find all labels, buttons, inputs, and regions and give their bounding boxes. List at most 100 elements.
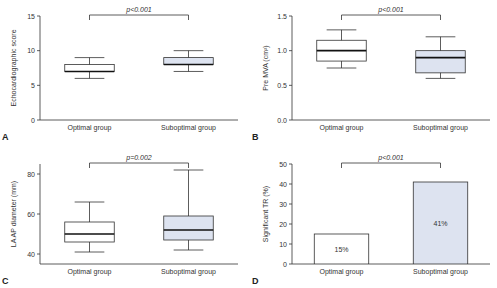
y-tick: [37, 174, 40, 175]
bar: [413, 182, 467, 264]
x-axis: [292, 120, 490, 121]
y-tick: [289, 50, 292, 51]
median: [65, 71, 115, 73]
y-axis: [292, 164, 293, 264]
p-value: p<0.001: [377, 6, 404, 14]
whisker-cap: [174, 250, 204, 251]
x-tick-label: Suboptimal group: [413, 124, 468, 132]
whisker-cap: [426, 36, 456, 37]
panel-label: D: [252, 276, 259, 286]
y-label: Pre MVA (cm²): [262, 45, 270, 90]
data-label: 41%: [433, 220, 447, 227]
whisker-cap: [426, 78, 456, 79]
whisker-cap: [75, 252, 105, 253]
y-tick-label: 15: [27, 13, 35, 20]
box: [164, 58, 214, 65]
y-tick-label: 1.5: [277, 13, 287, 20]
y-label: Echocardiographic score: [10, 29, 18, 106]
whisker-cap: [327, 68, 357, 69]
y-tick-label: 0.5: [277, 82, 287, 89]
x-tick-label: Suboptimal group: [161, 124, 216, 132]
p-value: p<0.001: [377, 154, 404, 162]
significance-bracket: [342, 163, 441, 168]
y-tick-label: 20: [279, 221, 287, 228]
y-tick: [289, 264, 292, 265]
y-tick-label: 40: [279, 181, 287, 188]
box: [164, 216, 214, 240]
panel-label: B: [252, 132, 259, 142]
y-tick-label: 0.0: [277, 117, 287, 124]
y-tick-label: 50: [279, 161, 287, 168]
significance-bracket: [90, 163, 189, 168]
y-tick: [37, 120, 40, 121]
whisker-cap: [75, 57, 105, 58]
marks: [317, 30, 466, 79]
y-tick-label: 40: [27, 251, 35, 258]
y-tick: [289, 164, 292, 165]
median: [164, 64, 214, 66]
y-label: Significant TR (%): [262, 186, 270, 242]
panel: 0 10 20 30 40 50 Significant TR (%) Optimal gro…: [252, 154, 490, 286]
p-value: p<0.001: [125, 6, 152, 14]
p-value: p=0.002: [125, 154, 152, 162]
marks: [314, 182, 467, 264]
panel: 0 5 10 15 Echocardiographic score Optimal gro…: [2, 6, 238, 142]
x-tick-label: Optimal group: [68, 124, 112, 132]
data-label: 15%: [334, 246, 348, 253]
figure: 0 5 10 15 Echocardiographic score Optimal gro…: [0, 0, 497, 288]
panel-label: C: [2, 276, 9, 286]
x-axis: [40, 264, 238, 265]
box: [317, 40, 367, 61]
x-tick-label: Optimal group: [68, 268, 112, 276]
marks: [65, 51, 214, 79]
y-tick-label: 5: [31, 82, 35, 89]
y-tick: [289, 184, 292, 185]
y-tick: [37, 214, 40, 215]
y-tick: [289, 224, 292, 225]
y-axis: [40, 16, 41, 120]
x-tick-label: Suboptimal group: [161, 268, 216, 276]
bar: [314, 234, 368, 264]
y-tick: [37, 85, 40, 86]
y-axis: [292, 16, 293, 120]
x-tick-label: Suboptimal group: [413, 268, 468, 276]
box: [416, 51, 466, 73]
y-tick: [289, 244, 292, 245]
y-tick-label: 10: [27, 47, 35, 54]
significance-bracket: [90, 15, 189, 20]
panel: 40 60 80 LA AP diameter (mm) Optimal group Su…: [2, 154, 238, 286]
y-tick-label: 1.0: [277, 47, 287, 54]
median: [416, 57, 466, 59]
panel: 0.0 0.5 1.0 1.5 Pre MVA (cm²) Optimal group Su…: [252, 6, 490, 142]
y-tick: [37, 16, 40, 17]
x-tick-label: Optimal group: [320, 124, 364, 132]
median: [65, 233, 115, 235]
whisker-cap: [327, 29, 357, 30]
marks: [65, 170, 214, 252]
whisker-cap: [174, 71, 204, 72]
whisker-cap: [174, 170, 204, 171]
y-tick-label: 0: [283, 261, 287, 268]
box: [65, 65, 115, 72]
y-tick: [289, 120, 292, 121]
whisker-cap: [75, 78, 105, 79]
y-label: LA AP diameter (mm): [10, 181, 18, 247]
whisker-cap: [75, 202, 105, 203]
x-tick-label: Optimal group: [320, 268, 364, 276]
panel-label: A: [2, 132, 9, 142]
y-tick-label: 60: [27, 211, 35, 218]
y-tick: [37, 254, 40, 255]
significance-bracket: [342, 15, 441, 20]
y-tick-label: 0: [31, 117, 35, 124]
x-axis: [40, 120, 238, 121]
y-tick-label: 10: [279, 241, 287, 248]
y-tick-label: 80: [27, 171, 35, 178]
box: [65, 222, 115, 242]
y-tick: [289, 204, 292, 205]
y-tick: [289, 16, 292, 17]
median: [164, 229, 214, 231]
whisker-cap: [174, 50, 204, 51]
y-tick-label: 30: [279, 201, 287, 208]
y-tick: [37, 50, 40, 51]
median: [317, 50, 367, 52]
